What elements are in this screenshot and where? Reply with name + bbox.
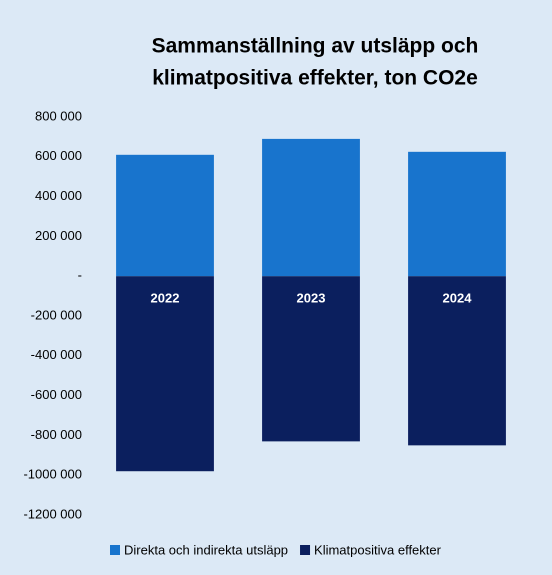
y-tick-label: 200 000 [35, 228, 82, 243]
bar [116, 154, 214, 277]
x-tick-label: 2024 [443, 291, 473, 306]
legend-label: Direkta och indirekta utsläpp [124, 542, 288, 557]
y-tick-label: 400 000 [35, 188, 82, 203]
legend-label: Klimatpositiva effekter [314, 542, 442, 557]
y-tick-label: -800 000 [31, 427, 82, 442]
y-tick-label: -200 000 [31, 307, 82, 322]
y-tick-label: 800 000 [35, 108, 82, 123]
y-tick-label: -600 000 [31, 387, 82, 402]
chart-title: klimatpositiva effekter, ton CO2e [152, 67, 478, 90]
legend-swatch [300, 545, 311, 555]
bar [116, 276, 214, 472]
bar [262, 276, 360, 442]
bar [262, 138, 360, 277]
chart-title: Sammanställning av utsläpp och [152, 35, 479, 58]
y-tick-label: 600 000 [35, 148, 82, 163]
bar [408, 276, 506, 446]
y-tick-label: -1000 000 [23, 467, 82, 482]
y-tick-label: - [78, 268, 82, 283]
y-tick-label: -400 000 [31, 347, 82, 362]
x-tick-label: 2023 [297, 291, 326, 306]
y-tick-label: -1200 000 [23, 506, 82, 521]
x-tick-label: 2022 [151, 291, 180, 306]
legend-swatch [110, 545, 120, 555]
bar [408, 151, 506, 277]
